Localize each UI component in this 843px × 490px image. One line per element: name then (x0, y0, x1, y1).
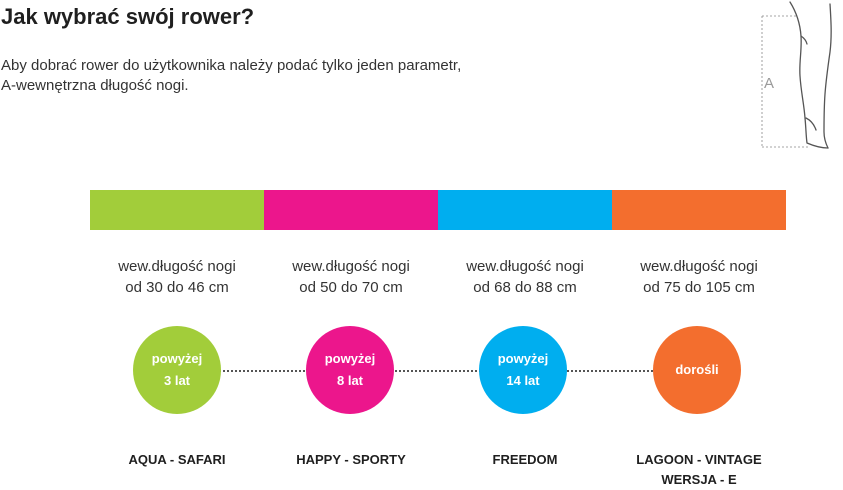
color-bar-magenta (264, 190, 438, 230)
intro-line-2: A-wewnętrzna długość nogi. (1, 77, 189, 94)
model-name-1: AQUA - SAFARI (90, 450, 264, 470)
leg-range-label: wew.długość nogi (292, 258, 410, 275)
leg-range-value: od 75 do 105 cm (643, 279, 755, 296)
model-name-4: LAGOON - VINTAGE WERSJA - E (612, 450, 786, 490)
age-circle-line-2: 3 lat (163, 373, 190, 388)
leg-range-value: od 50 do 70 cm (299, 279, 403, 296)
leg-label: A (764, 75, 774, 92)
age-circle-line-1: dorośli (675, 362, 719, 377)
page-title: Jak wybrać swój rower? (1, 4, 255, 29)
leg-range-4: wew.długość nogi od 75 do 105 cm (612, 256, 786, 298)
leg-range-label: wew.długość nogi (118, 258, 236, 275)
intro-text: Aby dobrać rower do użytkownika należy p… (1, 56, 461, 96)
age-circle-line-1: powyżej (151, 351, 203, 366)
age-circle-line-2: 8 lat (336, 373, 363, 388)
age-circle-line-2: 14 lat (506, 373, 540, 388)
age-circle-2: powyżej 8 lat (306, 326, 394, 414)
model-name-2: HAPPY - SPORTY (264, 450, 438, 470)
age-circle-line-1: powyżej (324, 351, 376, 366)
model-name-3: FREEDOM (438, 450, 612, 470)
color-bar-green (90, 190, 264, 230)
intro-line-1: Aby dobrać rower do użytkownika należy p… (1, 57, 462, 74)
color-bar-cyan (438, 190, 612, 230)
age-circle-3: powyżej 14 lat (479, 326, 567, 414)
leg-range-1: wew.długość nogi od 30 do 46 cm (90, 256, 264, 298)
color-bar-orange (612, 190, 786, 230)
model-name-line-1: LAGOON - VINTAGE (636, 452, 762, 467)
leg-range-value: od 68 do 88 cm (473, 279, 577, 296)
leg-range-3: wew.długość nogi od 68 do 88 cm (438, 256, 612, 298)
leg-range-value: od 30 do 46 cm (125, 279, 229, 296)
dotted-connector (180, 370, 700, 372)
age-circle-4: dorośli (653, 326, 741, 414)
leg-range-label: wew.długość nogi (466, 258, 584, 275)
model-name-line-1: FREEDOM (492, 452, 558, 467)
age-circle-1: powyżej 3 lat (133, 326, 221, 414)
age-circle-line-1: powyżej (497, 351, 549, 366)
model-name-line-1: AQUA - SAFARI (128, 452, 226, 467)
leg-range-label: wew.długość nogi (640, 258, 758, 275)
leg-range-2: wew.długość nogi od 50 do 70 cm (264, 256, 438, 298)
model-name-line-1: HAPPY - SPORTY (296, 452, 406, 467)
leg-measurement-icon: A (761, 1, 832, 149)
model-name-line-2: WERSJA - E (661, 472, 737, 487)
